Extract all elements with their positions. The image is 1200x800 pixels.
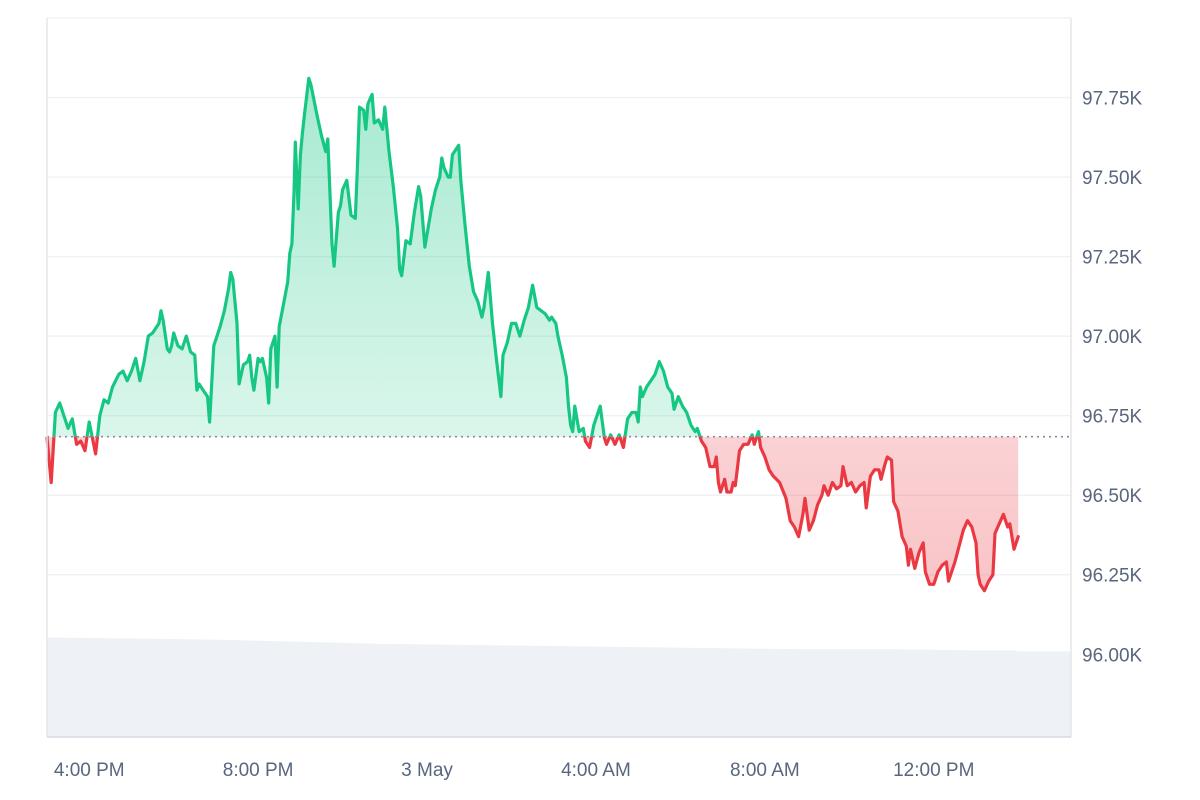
y-tick-label: 96.00K	[1082, 645, 1143, 666]
price-fill-below-baseline	[47, 436, 1019, 591]
price-line-below-baseline	[45, 436, 1020, 593]
x-tick-label: 12:00 PM	[893, 760, 974, 781]
x-tick-label: 4:00 PM	[54, 760, 125, 781]
x-tick-label: 8:00 AM	[730, 760, 800, 781]
y-tick-label: 97.75K	[1082, 89, 1143, 110]
up-region	[45, 76, 761, 437]
x-axis: 4:00 PM 8:00 PM 3 May 4:00 AM 8:00 AM 12:00 P…	[54, 760, 975, 781]
x-tick-label: 4:00 AM	[561, 760, 631, 781]
y-tick-label: 97.25K	[1082, 248, 1143, 269]
price-fill-above-baseline	[53, 78, 760, 437]
volume-bars	[47, 637, 1071, 737]
plot-frame	[46, 17, 1072, 738]
down-region	[45, 436, 1020, 593]
y-tick-label: 96.75K	[1082, 407, 1143, 428]
y-tick-label: 96.25K	[1082, 566, 1143, 587]
y-axis: 96.00K 96.25K 96.50K 96.75K 97.00K 97.25K 97.5…	[1082, 89, 1143, 667]
x-tick-label: 8:00 PM	[223, 760, 294, 781]
volume-area	[47, 637, 1071, 737]
y-tick-label: 96.50K	[1082, 486, 1143, 507]
y-tick-label: 97.50K	[1082, 168, 1143, 189]
price-line-above-baseline	[45, 76, 761, 437]
y-tick-label: 97.00K	[1082, 327, 1143, 348]
x-tick-label: 3 May	[401, 760, 453, 781]
